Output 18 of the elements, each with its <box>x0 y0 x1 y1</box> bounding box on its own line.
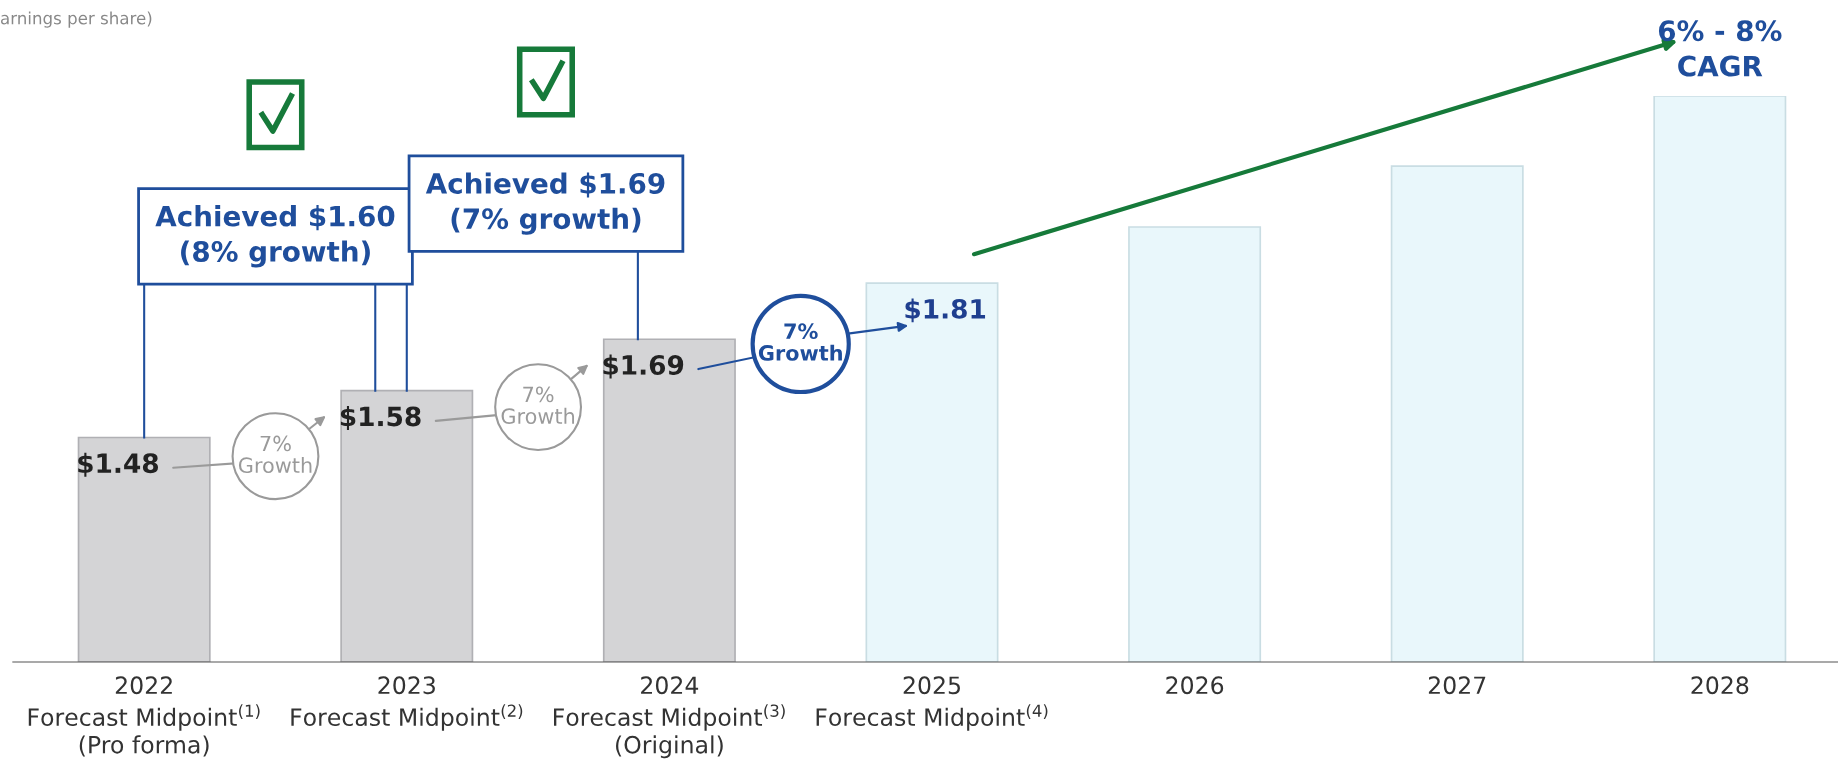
annotation: Achieved $1.60 (8% growth) <box>155 205 395 268</box>
data-label: $1.81 <box>905 298 986 323</box>
x-tick-label: 2025 Forecast Midpoint$^{(4)}$ <box>816 676 1048 731</box>
x-tick-label: 2023 Forecast Midpoint$^{(2)}$ <box>291 676 523 731</box>
annotation: 7% Growth <box>758 323 842 361</box>
category-label: 2024 Forecast Midpoint$^{(3)}$ (Original) <box>554 676 785 759</box>
data-label: $1.48 <box>78 452 159 477</box>
x-tick-label: 2026 <box>1166 676 1224 695</box>
data-label: $1.58 <box>340 406 421 430</box>
annotation: 7% Growth <box>238 435 312 474</box>
text: 6% - 8% CAGR <box>1658 20 1782 77</box>
data-label: $1.69 <box>603 354 684 379</box>
chart-title: arnings per share) <box>1 11 152 28</box>
category-label: 2022 Forecast Midpoint$^{(1)}$ (Pro forma) <box>28 676 260 757</box>
x-tick-label: 2028 <box>1691 676 1749 695</box>
x-tick-label: 2027 <box>1428 676 1486 695</box>
annotation: Achieved $1.69 (7% growth) <box>425 172 665 235</box>
annotation: 7% Growth <box>501 386 575 424</box>
